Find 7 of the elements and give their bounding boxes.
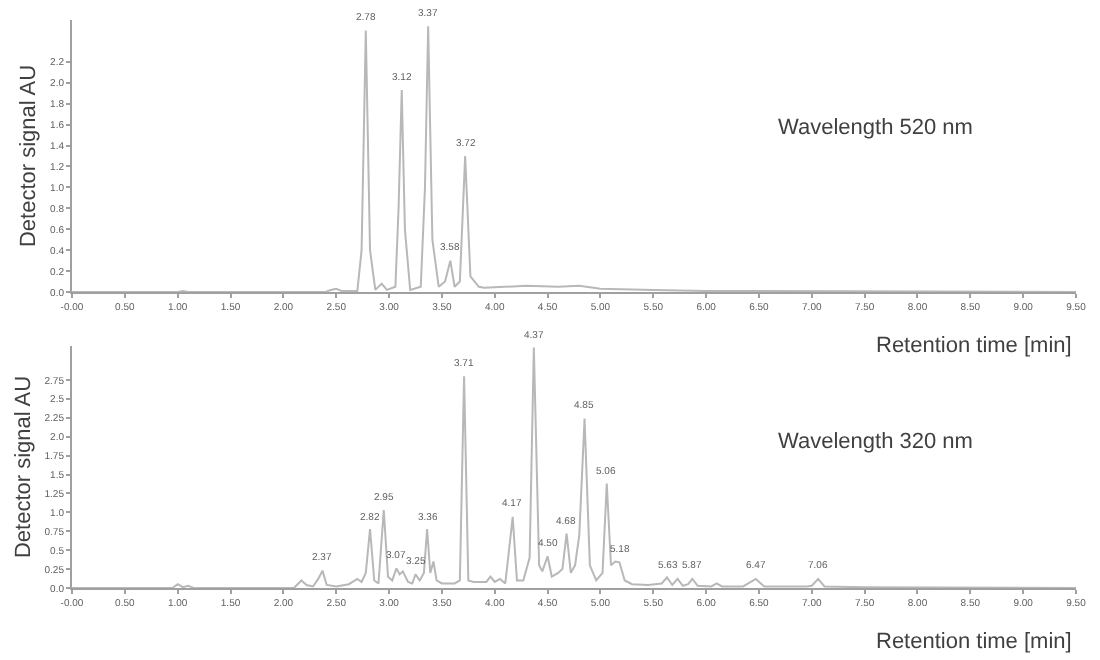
y-axis-title: Detector signal AU: [11, 375, 36, 559]
x-axis-title: Retention time [min]: [876, 630, 1072, 654]
y-axis-title: Detector signal AU: [17, 64, 42, 248]
x-axis-title: Retention time [min]: [876, 334, 1072, 358]
annotation: Wavelength 520 nm: [778, 116, 973, 140]
line-series: [72, 25, 1076, 292]
annotation: Wavelength 320 nm: [778, 430, 973, 454]
